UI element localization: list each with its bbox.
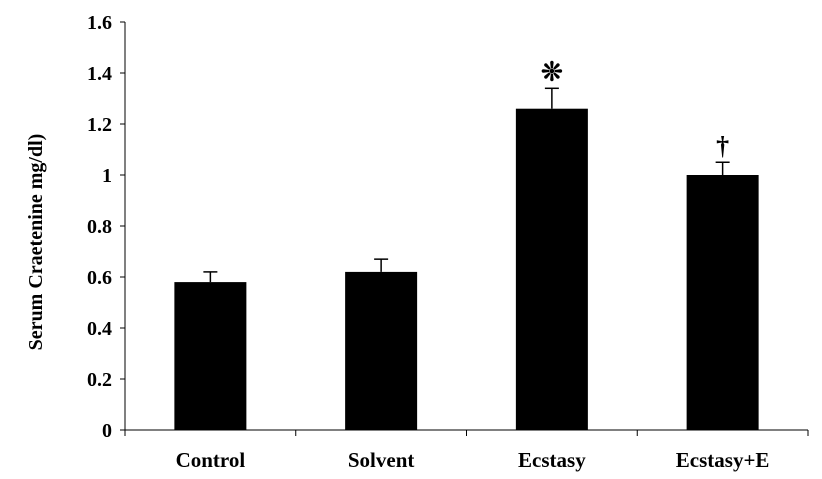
significance-annotations: ❊† [541,57,729,160]
x-axis: Control Solvent Ecstasy Ecstasy+E [124,429,809,472]
x-tick-label: Ecstasy+E [676,448,770,472]
x-tick-label: Control [176,448,246,472]
bar [686,175,759,430]
y-tick-label: 1.2 [87,114,112,136]
x-tick-label: Ecstasy [518,448,586,472]
significance-marker: ❊ [541,57,563,86]
error-bars [203,87,730,283]
bar [515,108,588,430]
x-tick-label: Solvent [348,448,415,472]
y-axis-label: Serum Craetenine mg/dl) [25,134,47,351]
bar [345,271,418,430]
y-tick-label: 0.2 [87,369,112,391]
y-tick-label: 0.6 [87,267,112,289]
significance-marker: † [716,131,729,160]
y-tick-label: 0.8 [87,216,112,238]
y-tick-label: 1 [102,165,112,187]
bar [174,282,247,430]
y-tick-label: 0 [102,420,112,442]
y-tick-label: 1.4 [87,63,112,85]
y-tick-label: 1.6 [87,12,112,34]
bars [174,108,759,430]
y-axis: 0 0.2 0.4 0.6 0.8 1 1.2 1.4 1.6 [87,12,126,442]
y-tick-label: 0.4 [87,318,112,340]
